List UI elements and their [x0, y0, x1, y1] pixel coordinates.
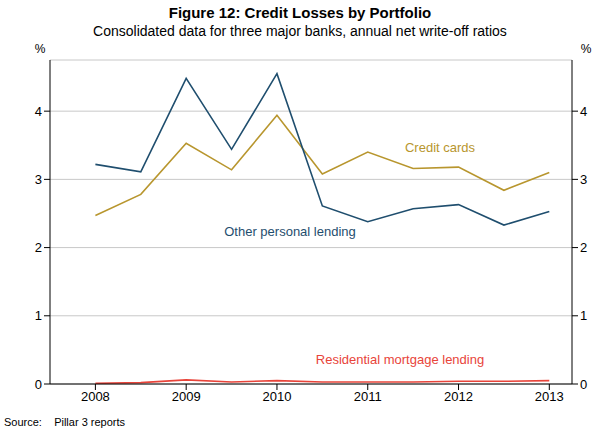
svg-text:2009: 2009 — [172, 389, 201, 404]
svg-text:3: 3 — [580, 172, 587, 187]
svg-text:2012: 2012 — [444, 389, 473, 404]
svg-text:1: 1 — [580, 308, 587, 323]
svg-text:2013: 2013 — [535, 389, 564, 404]
html-text:Credit cards: Credit cards — [405, 140, 475, 155]
html-text:Consolidated data for three ma: Consolidated data for three major banks,… — [93, 23, 507, 39]
svg-text:2010: 2010 — [262, 389, 291, 404]
svg-text:0: 0 — [580, 377, 587, 392]
html-text:Source: Pillar 3 reports: Source: Pillar 3 reports — [4, 416, 126, 428]
svg-text:2: 2 — [580, 240, 587, 255]
svg-text:2011: 2011 — [354, 389, 382, 404]
svg-text:1: 1 — [35, 308, 42, 323]
html-text:Other personal lending: Other personal lending — [224, 224, 356, 239]
svg-text:2008: 2008 — [81, 389, 110, 404]
html-text:Residential mortgage lending: Residential mortgage lending — [315, 352, 485, 367]
svg-text:4: 4 — [580, 104, 587, 119]
html-text:Figure 12: Credit Losses by Po: Figure 12: Credit Losses by Portfolio — [168, 4, 432, 21]
svg-text:2: 2 — [35, 240, 42, 255]
svg-text:4: 4 — [35, 104, 42, 119]
svg-text:3: 3 — [35, 172, 42, 187]
svg-text:0: 0 — [35, 377, 42, 392]
